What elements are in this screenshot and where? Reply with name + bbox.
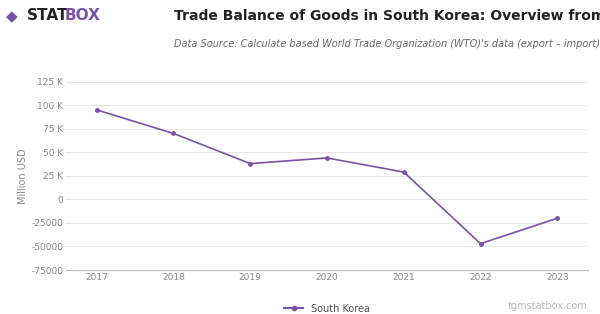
- Text: Trade Balance of Goods in South Korea: Overview from 2017 to 2023: Trade Balance of Goods in South Korea: O…: [174, 9, 600, 24]
- Text: Data Source: Calculate based World Trade Organization (WTO)'s data (export – imp: Data Source: Calculate based World Trade…: [174, 39, 600, 49]
- Text: ◆: ◆: [6, 9, 18, 24]
- Legend: South Korea: South Korea: [280, 300, 374, 314]
- Y-axis label: Million USD: Million USD: [19, 148, 28, 204]
- Text: BOX: BOX: [64, 8, 100, 23]
- Text: tgmstatbox.com: tgmstatbox.com: [508, 301, 588, 311]
- Text: STAT: STAT: [27, 8, 68, 23]
